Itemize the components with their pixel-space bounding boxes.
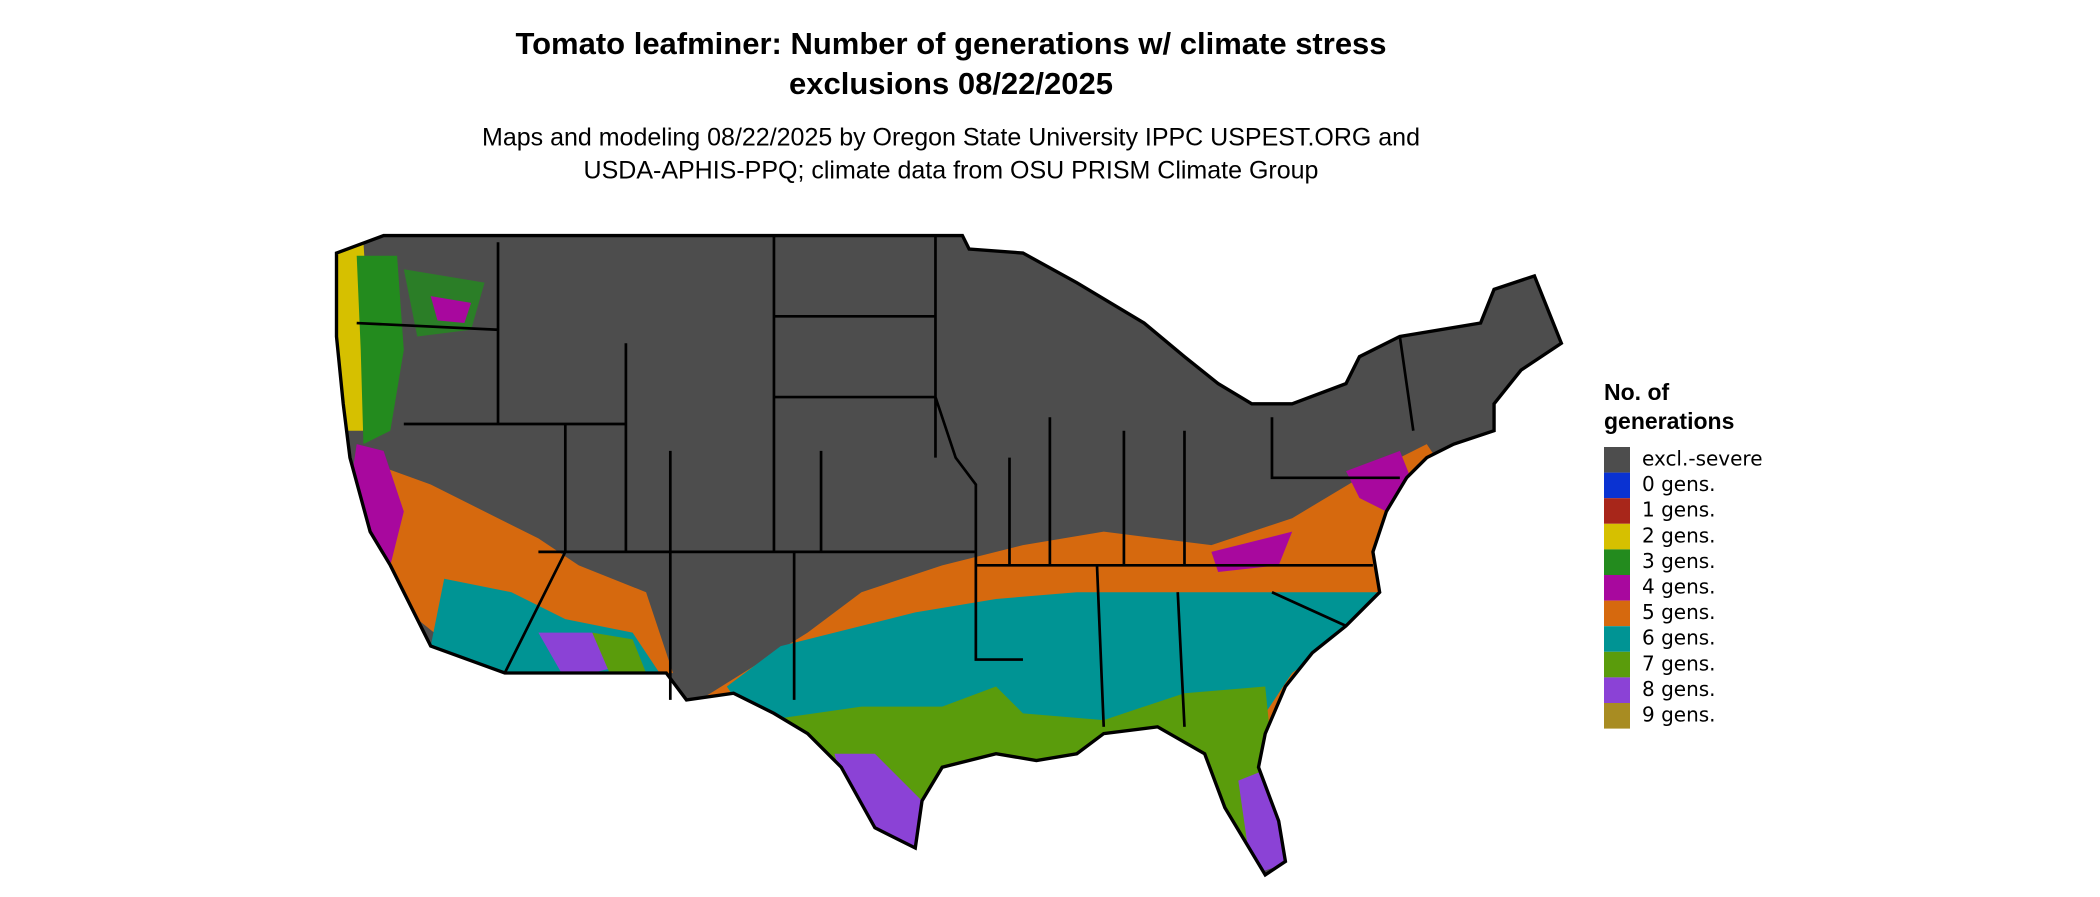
legend-swatch — [1604, 575, 1630, 601]
legend-swatch — [1604, 523, 1630, 550]
legend-label: 5 gens. — [1642, 600, 1716, 624]
legend-title: generations — [1604, 408, 1734, 434]
legend-label: excl.-severe — [1642, 447, 1763, 471]
legend-swatch — [1604, 651, 1630, 678]
legend-label: 7 gens. — [1642, 651, 1716, 675]
legend-label: 4 gens. — [1642, 575, 1716, 599]
legend-swatch — [1604, 498, 1630, 524]
us-map — [334, 233, 1564, 877]
title: Tomato leafminer: Number of generations … — [515, 26, 1386, 61]
subtitle: USDA-APHIS-PPQ; climate data from OSU PR… — [584, 157, 1319, 185]
legend-swatch — [1604, 600, 1630, 627]
state-borders — [334, 233, 1564, 877]
legend-swatch — [1604, 677, 1630, 703]
title: exclusions 08/22/2025 — [789, 66, 1113, 101]
legend-label: 8 gens. — [1642, 677, 1716, 701]
legend-title: No. of — [1604, 379, 1669, 405]
legend-label: 1 gens. — [1642, 498, 1716, 522]
legend-label: 9 gens. — [1642, 703, 1716, 727]
legend-label: 6 gens. — [1642, 626, 1716, 650]
legend-swatch — [1604, 447, 1630, 473]
legend-label: 2 gens. — [1642, 523, 1716, 547]
legend-swatch — [1604, 626, 1630, 652]
legend-swatch — [1604, 472, 1630, 499]
subtitle: Maps and modeling 08/22/2025 by Oregon S… — [482, 124, 1420, 152]
legend-label: 0 gens. — [1642, 472, 1716, 496]
legend-label: 3 gens. — [1642, 549, 1716, 573]
legend-swatch — [1604, 703, 1630, 729]
legend-swatch — [1604, 549, 1630, 575]
